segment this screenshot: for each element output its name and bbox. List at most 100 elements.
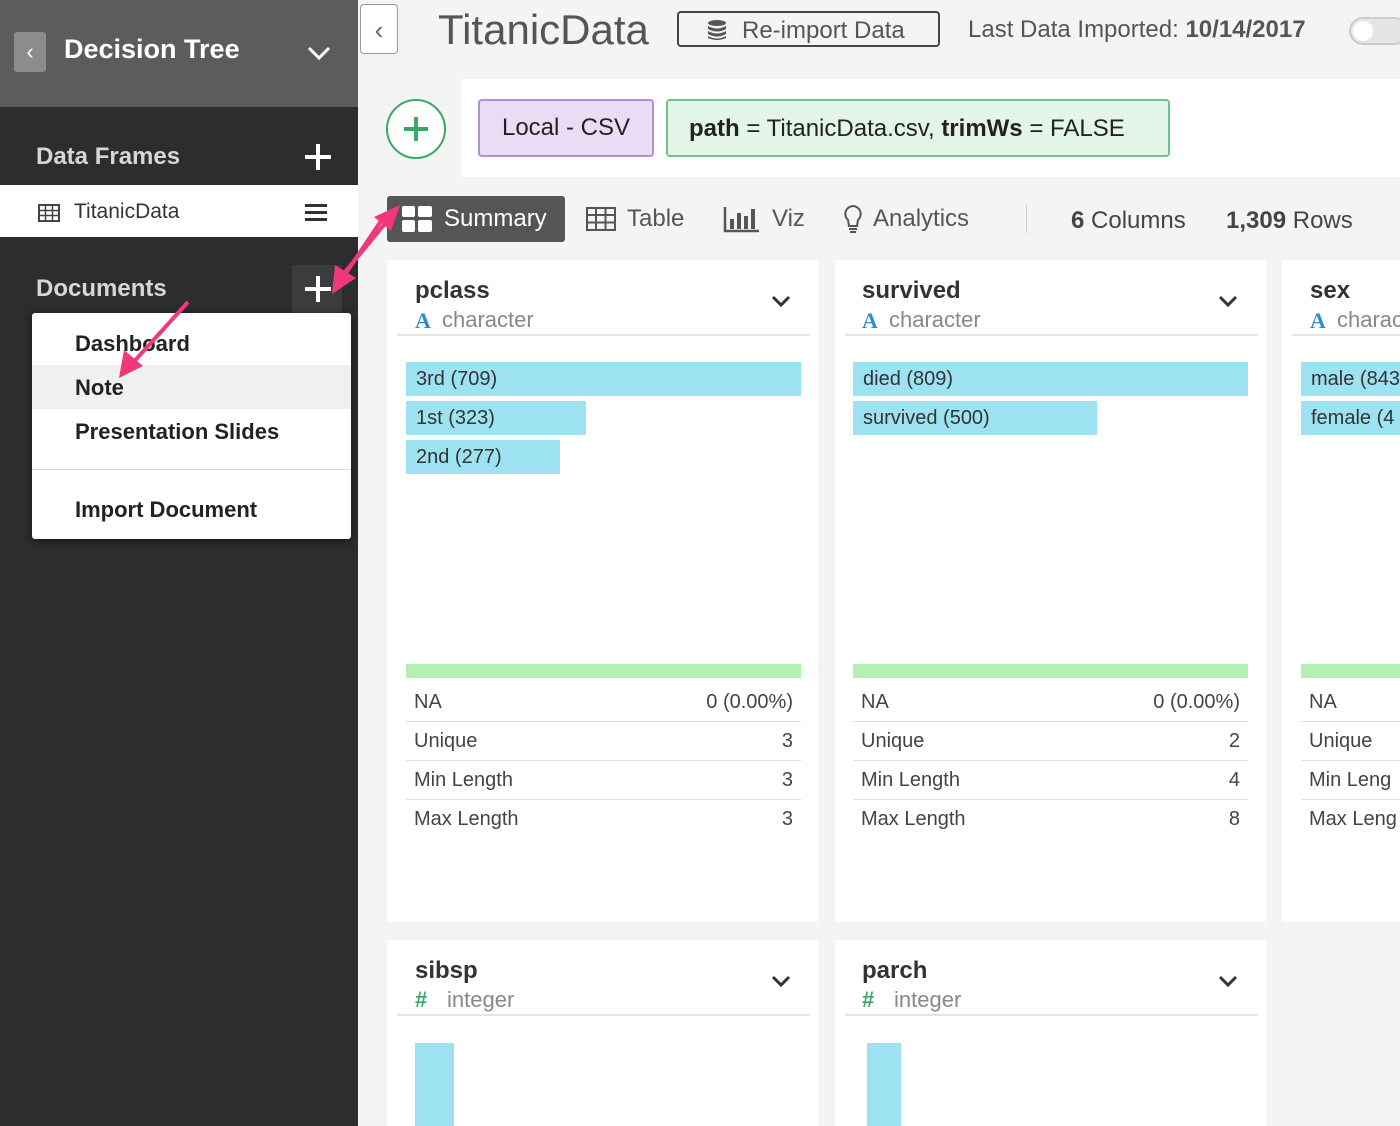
category-bar[interactable]: survived (500) (853, 401, 1097, 435)
reimport-data-button[interactable]: Re-import Data (677, 11, 940, 47)
stat-key: Max Length (861, 808, 966, 830)
stat-key: Unique (861, 730, 925, 752)
stat-value: 3 (781, 769, 793, 791)
column-card-sibsp (387, 940, 818, 1126)
stat-key: Unique (1309, 730, 1373, 752)
category-bar[interactable]: male (843 (1301, 362, 1400, 396)
category-bar-label: 1st (323) (416, 407, 495, 429)
table-icon (38, 204, 60, 222)
category-bar[interactable]: died (809) (853, 362, 1248, 396)
page-title: TitanicData (438, 6, 649, 53)
tab-analytics-label: Analytics (873, 205, 970, 232)
category-bars: male (843 female (4 (1301, 362, 1400, 482)
character-type-icon: A (862, 308, 878, 333)
step-source-token[interactable]: Local - CSV (478, 99, 654, 157)
equals-sign: = (1029, 115, 1044, 142)
arg-trimws-value: FALSE (1050, 115, 1125, 142)
stat-row: Unique 3 (406, 722, 801, 761)
column-name: pclass (415, 277, 490, 304)
category-bar[interactable]: 1st (323) (406, 401, 586, 435)
na-ratio-bar (406, 664, 801, 678)
last-import-label: Last Data Imported: (968, 16, 1179, 43)
collapse-sidebar-button[interactable]: ‹ (360, 4, 398, 54)
category-bar-label: female (4 (1311, 407, 1395, 429)
database-icon (708, 20, 726, 40)
card-divider (397, 1014, 810, 1016)
stat-key: Min Length (861, 769, 960, 791)
column-count: 6 Columns (1071, 207, 1186, 234)
chevron-down-icon[interactable] (306, 40, 332, 66)
menu-divider (32, 469, 351, 470)
tab-viz[interactable]: Viz (723, 196, 813, 242)
menu-item-presentation-slides[interactable]: Presentation Slides (75, 419, 280, 444)
tab-summary[interactable]: Summary (387, 196, 565, 242)
histogram-bar (867, 1043, 901, 1126)
stat-row: Unique 2 (853, 722, 1248, 761)
stat-row: Max Length 8 (853, 800, 1248, 839)
stat-row: Max Leng (1301, 800, 1400, 839)
stat-row: NA (1301, 683, 1400, 722)
menu-item-note[interactable]: Note (32, 365, 351, 409)
column-name: parch (862, 957, 928, 984)
grid-icon (402, 206, 432, 232)
histogram-bar (415, 1043, 454, 1126)
hamburger-menu-icon[interactable] (305, 204, 327, 222)
project-name: Decision Tree (64, 34, 240, 64)
card-divider (1292, 334, 1400, 336)
category-bars: 3rd (709) 1st (323) 2nd (277) (406, 362, 801, 482)
data-frames-heading: Data Frames (36, 143, 181, 170)
stat-row: NA 0 (0.00%) (406, 683, 801, 722)
chevron-down-icon[interactable] (1217, 290, 1239, 312)
stat-key: Unique (414, 730, 478, 752)
na-ratio-bar (853, 664, 1248, 678)
arg-path-key: path (689, 115, 740, 142)
stat-key: Max Leng (1309, 808, 1397, 830)
add-data-frame-button[interactable] (305, 144, 331, 170)
column-card-sex-content: sex A charac male (843 female (4 NA Unique… (1282, 260, 1400, 922)
stat-key: Min Leng (1309, 769, 1392, 791)
stat-row: Min Length 3 (406, 761, 801, 800)
card-divider (845, 1014, 1258, 1016)
stat-row: Unique (1301, 722, 1400, 761)
card-divider (397, 334, 810, 336)
documents-heading: Documents (36, 275, 167, 302)
reimport-label: Re-import Data (742, 17, 905, 44)
character-type-icon: A (415, 308, 431, 333)
stat-row: Min Length 4 (853, 761, 1248, 800)
menu-item-dashboard[interactable]: Dashboard (75, 331, 190, 356)
menu-item-import-document[interactable]: Import Document (75, 497, 258, 522)
arg-trimws-key: trimWs (941, 115, 1023, 142)
category-bar[interactable]: 2nd (277) (406, 440, 560, 474)
category-bar[interactable]: female (4 (1301, 401, 1400, 435)
character-type-icon: A (1310, 308, 1326, 333)
stat-row: Max Length 3 (406, 800, 801, 839)
add-step-button[interactable] (386, 99, 446, 159)
lightbulb-icon (844, 204, 862, 233)
chevron-down-icon[interactable] (770, 970, 792, 992)
stat-value: 4 (1228, 769, 1240, 791)
category-bars: died (809) survived (500) (853, 362, 1248, 482)
column-name: sibsp (415, 957, 478, 984)
arg-path-value: TitanicData.csv, (766, 115, 935, 142)
stat-key: NA (414, 691, 442, 713)
stat-row: Min Leng (1301, 761, 1400, 800)
category-bar-label: 3rd (709) (416, 368, 498, 390)
data-frame-label: TitanicData (74, 200, 180, 223)
tab-viz-label: Viz (772, 205, 805, 232)
integer-type-icon: # (862, 987, 875, 1012)
category-bar[interactable]: 3rd (709) (406, 362, 801, 396)
chevron-down-icon[interactable] (1217, 970, 1239, 992)
tab-analytics[interactable]: Analytics (843, 196, 983, 242)
integer-type-icon: # (415, 987, 428, 1012)
column-type: integer (447, 987, 515, 1012)
add-document-menu: Dashboard Note Presentation Slides Impor… (32, 313, 351, 539)
tab-table[interactable]: Table (586, 196, 696, 242)
step-arguments-token[interactable]: path = TitanicData.csv, trimWs = FALSE (666, 99, 1170, 157)
column-type: character (889, 307, 981, 332)
bar-chart-icon (723, 207, 759, 233)
chevron-down-icon[interactable] (770, 290, 792, 312)
last-import-date: 10/14/2017 (1185, 16, 1306, 43)
category-bar-label: died (809) (863, 368, 954, 390)
auto-refresh-toggle[interactable] (1349, 17, 1400, 45)
back-button[interactable]: ‹ (14, 32, 46, 72)
